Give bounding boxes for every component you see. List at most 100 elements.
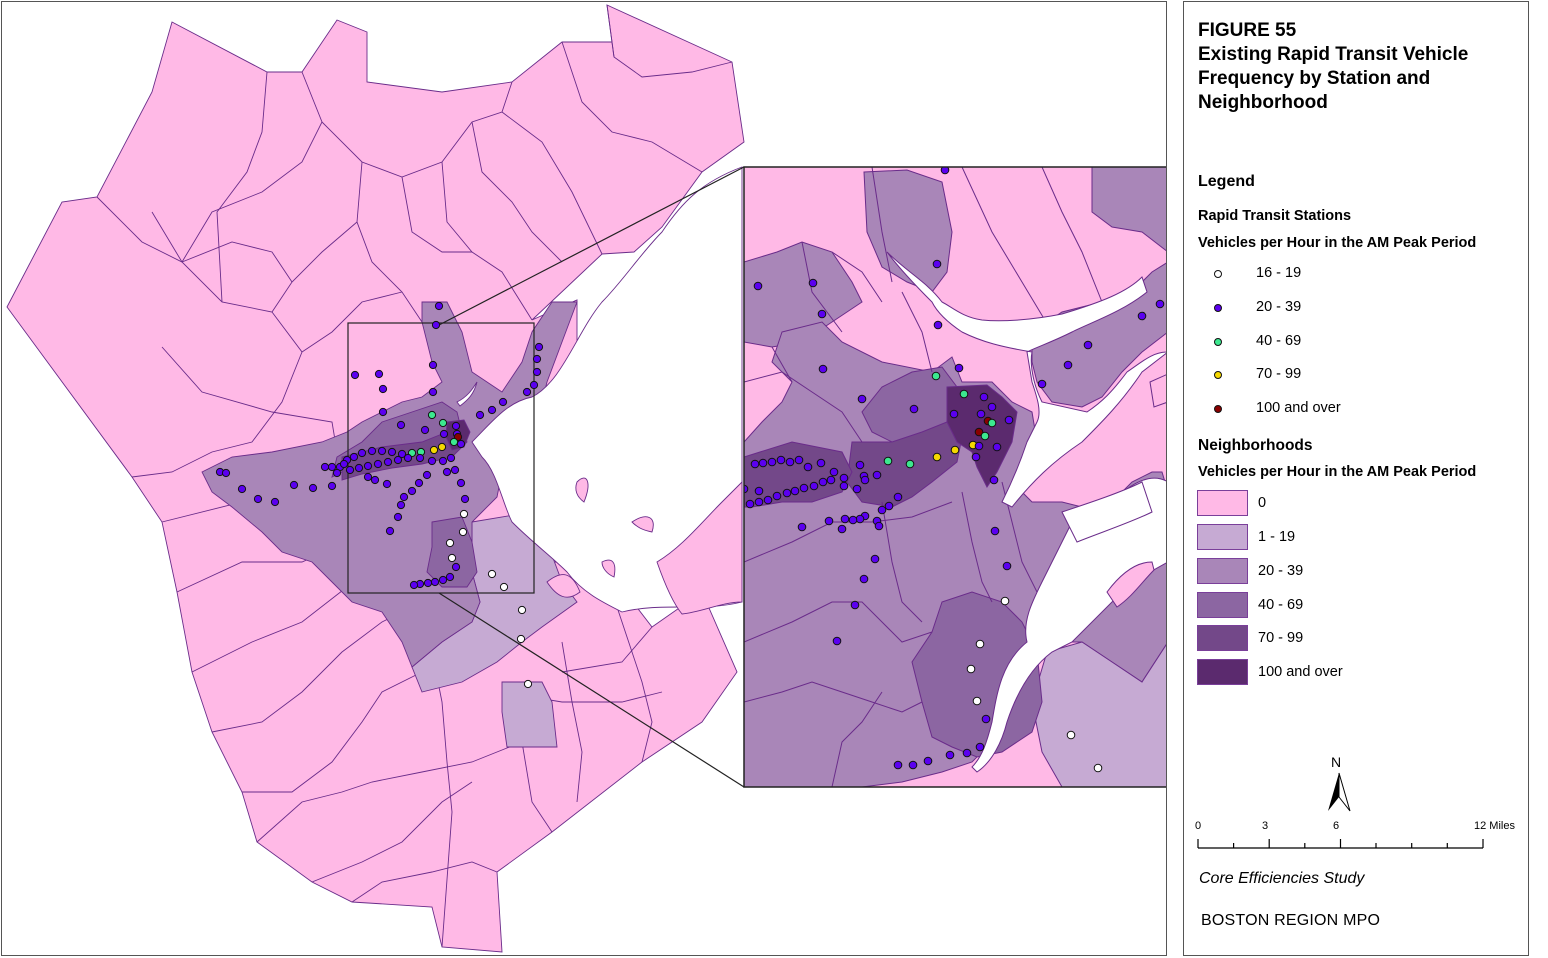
station-marker (753, 281, 763, 291)
station-marker (932, 452, 942, 462)
legend-neighborhood-class-1: 1 - 19 (1197, 524, 1295, 550)
station-marker (826, 475, 836, 485)
station-marker (931, 371, 941, 381)
station-marker (403, 453, 413, 463)
station-marker (840, 514, 850, 524)
station-marker (758, 458, 768, 468)
station-marker (837, 524, 847, 534)
station-marker (345, 465, 355, 475)
station-marker (327, 481, 337, 491)
station-marker (517, 605, 527, 615)
station-marker (427, 410, 437, 420)
station-marker (1037, 379, 1047, 389)
station-marker (378, 384, 388, 394)
station-marker (855, 514, 865, 524)
north-label: N (1331, 754, 1342, 770)
legend-station-class-1: 20 - 39 (1214, 298, 1301, 318)
figure-title: FIGURE 55 Existing Rapid Transit Vehicle… (1198, 19, 1523, 115)
water-layer (456, 166, 743, 615)
station-marker (829, 467, 839, 477)
station-marker (349, 452, 359, 462)
station-marker (754, 497, 764, 507)
station-marker (850, 600, 860, 610)
station-marker (431, 320, 441, 330)
station-marker (1004, 415, 1014, 425)
station-marker (754, 486, 764, 496)
station-marker (423, 578, 433, 588)
station-marker (794, 455, 804, 465)
legend-panel: FIGURE 55 Existing Rapid Transit Vehicle… (1183, 1, 1529, 956)
station-marker (387, 447, 397, 457)
station-marker (981, 714, 991, 724)
station-marker (532, 367, 542, 377)
station-marker (860, 475, 870, 485)
station-marker (772, 491, 782, 501)
station-marker (459, 509, 469, 519)
station-marker (893, 492, 903, 502)
figure-title-line-1: Existing Rapid Transit Vehicle (1198, 44, 1469, 65)
station-marker (893, 760, 903, 770)
color-swatch (1197, 592, 1248, 618)
station-marker (884, 501, 894, 511)
station-marker (990, 526, 1000, 536)
station-marker (782, 488, 792, 498)
station-marker (859, 574, 869, 584)
station-marker (460, 494, 470, 504)
station-marker (458, 527, 468, 537)
station-marker (445, 538, 455, 548)
connector-line-top (438, 166, 745, 326)
station-marker (437, 442, 447, 452)
station-marker (883, 456, 893, 466)
legend-neighborhood-class-0: 0 (1197, 490, 1266, 516)
station-marker (872, 470, 882, 480)
station-marker (972, 696, 982, 706)
station-marker (797, 522, 807, 532)
station-marker (945, 750, 955, 760)
station-marker (382, 479, 392, 489)
station-marker (989, 475, 999, 485)
station-marker (839, 481, 849, 491)
station-marker (253, 494, 263, 504)
station-marker (923, 756, 933, 766)
station-marker (855, 460, 865, 470)
station-marker (763, 495, 773, 505)
station-marker (534, 342, 544, 352)
color-swatch (1197, 524, 1248, 550)
color-swatch (1197, 490, 1248, 516)
station-marker (529, 380, 539, 390)
organization-credit: BOSTON REGION MPO (1201, 912, 1381, 929)
station-marker (363, 461, 373, 471)
station-marker (980, 431, 990, 441)
station-marker (874, 521, 884, 531)
station-marker (393, 512, 403, 522)
scale-tick-0: 0 (1195, 820, 1202, 832)
station-marker (414, 478, 424, 488)
station-marker (475, 410, 485, 420)
station-marker (434, 301, 444, 311)
station-marker (1093, 763, 1103, 773)
station-marker (397, 449, 407, 459)
station-marker (438, 456, 448, 466)
station-marker (933, 320, 943, 330)
station-marker (221, 468, 231, 478)
station-marker (456, 478, 466, 488)
station-marker (803, 462, 813, 472)
station-marker (430, 577, 440, 587)
station-marker (439, 429, 449, 439)
station-marker (1000, 596, 1010, 606)
station-marker (378, 407, 388, 417)
station-marker (308, 483, 318, 493)
station-marker (487, 405, 497, 415)
station-marker (877, 505, 887, 515)
map-frame (1, 1, 1167, 956)
station-marker (908, 760, 918, 770)
station-marker (451, 562, 461, 572)
station-marker (1002, 561, 1012, 571)
station-marker (393, 455, 403, 465)
legend-station-class-0: 16 - 19 (1214, 264, 1301, 284)
station-marker (415, 453, 425, 463)
station-dot-icon (1214, 338, 1222, 346)
station-marker (354, 463, 364, 473)
station-marker (446, 453, 456, 463)
station-marker (785, 457, 795, 467)
